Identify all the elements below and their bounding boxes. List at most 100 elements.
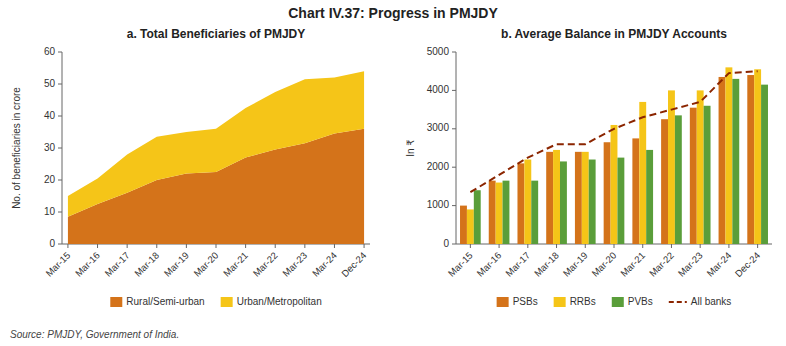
bar xyxy=(761,85,768,244)
y-tick-label: 60 xyxy=(44,46,56,57)
x-tick xyxy=(585,244,586,248)
x-tick xyxy=(499,244,500,248)
bar xyxy=(704,106,711,244)
y-tick xyxy=(452,52,456,53)
y-tick xyxy=(452,167,456,168)
panel-title: b. Average Balance in PMJDY Accounts xyxy=(501,27,727,41)
y-axis-label: In ₹ xyxy=(405,139,416,156)
y-axis-line xyxy=(456,52,457,244)
x-tick xyxy=(127,244,128,248)
bar xyxy=(611,125,618,244)
y-tick xyxy=(58,148,62,149)
bar xyxy=(503,181,510,244)
x-tick-label: Mar-21 xyxy=(618,250,647,279)
bar xyxy=(531,181,538,244)
x-tick-label: Mar-23 xyxy=(676,250,705,279)
axes: 010002000300040005000Mar-15Mar-16Mar-17M… xyxy=(427,46,772,279)
x-tick xyxy=(245,244,246,248)
bar xyxy=(496,183,503,244)
x-tick xyxy=(67,244,68,248)
area xyxy=(68,71,364,217)
x-tick-label: Mar-20 xyxy=(191,250,220,279)
x-tick xyxy=(216,244,217,248)
x-tick xyxy=(642,244,643,248)
legend: Rural/Semi-urban Urban/Metropolitan xyxy=(110,296,321,307)
y-tick xyxy=(58,84,62,85)
bar xyxy=(604,142,611,244)
bar xyxy=(589,160,596,244)
bar xyxy=(697,90,704,244)
panel: b. Average Balance in PMJDY Accounts In ₹… xyxy=(405,27,772,307)
x-tick-label: Mar-15 xyxy=(446,250,475,279)
y-tick xyxy=(58,180,62,181)
legend-swatch xyxy=(497,297,509,307)
y-tick xyxy=(58,116,62,117)
chart-title: Chart IV.37: Progress in PMJDY xyxy=(288,5,498,21)
y-tick-label: 0 xyxy=(443,238,449,249)
x-tick xyxy=(97,244,98,248)
x-tick xyxy=(186,244,187,248)
legend-item: PSBs xyxy=(497,296,538,307)
y-tick xyxy=(452,90,456,91)
x-tick-label: Dec-24 xyxy=(339,250,368,279)
chart-canvas: Chart IV.37: Progress in PMJDYSource: PM… xyxy=(0,0,786,346)
panel: a. Total Beneficiaries of PMJDY No. of be… xyxy=(11,27,370,307)
x-tick-label: Mar-17 xyxy=(503,250,532,279)
legend-item: Urban/Metropolitan xyxy=(221,296,322,307)
plot-area xyxy=(460,67,768,244)
x-tick-label: Mar-22 xyxy=(647,250,676,279)
bar xyxy=(732,79,739,244)
y-tick-label: 2000 xyxy=(427,161,450,172)
bar xyxy=(675,115,682,244)
y-tick-label: 10 xyxy=(44,206,56,217)
legend-item: RRBs xyxy=(554,296,596,307)
bar xyxy=(754,69,761,244)
legend-swatch xyxy=(221,297,233,307)
x-tick xyxy=(334,244,335,248)
legend-label: PSBs xyxy=(513,296,538,307)
bar xyxy=(474,190,481,244)
y-axis-label: No. of beneficiaries in crore xyxy=(11,87,22,209)
x-tick xyxy=(527,244,528,248)
panel-title: a. Total Beneficiaries of PMJDY xyxy=(127,27,306,41)
y-tick-label: 30 xyxy=(44,142,56,153)
y-tick xyxy=(452,244,456,245)
x-tick-label: Mar-19 xyxy=(561,250,590,279)
bar xyxy=(560,161,567,244)
legend-item: PVBs xyxy=(612,296,653,307)
x-tick xyxy=(304,244,305,248)
bar xyxy=(668,90,675,244)
bar xyxy=(719,77,726,244)
legend-label: PVBs xyxy=(628,296,653,307)
legend-label: RRBs xyxy=(570,296,596,307)
y-tick-label: 4000 xyxy=(427,84,450,95)
x-tick-label: Mar-22 xyxy=(251,250,280,279)
x-tick-label: Dec-24 xyxy=(733,250,762,279)
bar xyxy=(524,160,531,244)
y-tick xyxy=(452,128,456,129)
x-tick-label: Mar-21 xyxy=(221,250,250,279)
y-axis-line xyxy=(62,52,63,244)
legend-item: Rural/Semi-urban xyxy=(110,296,204,307)
bar xyxy=(582,152,589,244)
x-tick-label: Mar-17 xyxy=(103,250,132,279)
y-tick-label: 5000 xyxy=(427,46,450,57)
x-tick-label: Mar-20 xyxy=(589,250,618,279)
bar xyxy=(460,206,467,244)
x-tick xyxy=(364,244,365,248)
y-tick xyxy=(58,244,62,245)
bar xyxy=(546,152,553,244)
y-tick-label: 1000 xyxy=(427,199,450,210)
bar xyxy=(575,152,582,244)
y-tick xyxy=(58,212,62,213)
x-tick xyxy=(614,244,615,248)
legend-item: All banks xyxy=(669,296,732,307)
bar xyxy=(747,75,754,244)
y-tick-label: 20 xyxy=(44,174,56,185)
axes: 0102030405060Mar-15Mar-16Mar-17Mar-18Mar… xyxy=(43,46,370,279)
legend-label: All banks xyxy=(691,296,732,307)
bar xyxy=(639,102,646,244)
x-tick-label: Mar-15 xyxy=(43,250,72,279)
bar xyxy=(553,150,560,244)
legend-swatch xyxy=(669,301,687,303)
